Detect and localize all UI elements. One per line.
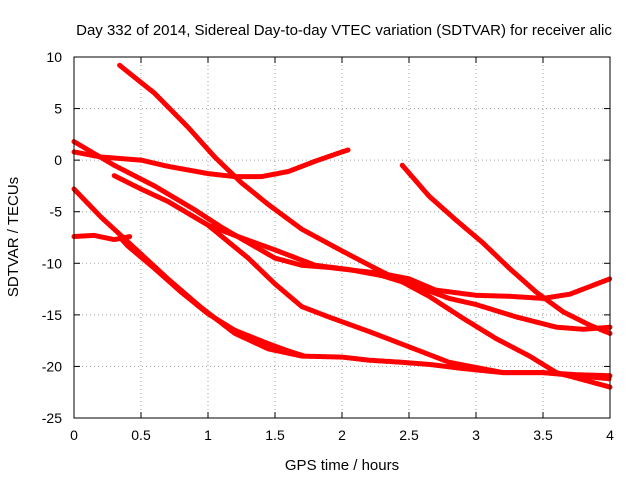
x-tick-label: 0.5 <box>131 427 151 443</box>
x-tick-label: 0 <box>70 427 78 443</box>
y-axis-title: SDTVAR / TECUs <box>5 177 22 297</box>
y-tick-label: -25 <box>42 410 62 426</box>
x-tick-label: 4 <box>606 427 614 443</box>
y-tick-label: 0 <box>54 152 62 168</box>
series-track-1 <box>117 62 613 390</box>
y-tick-label: 10 <box>46 49 62 65</box>
y-tick-label: -10 <box>42 255 62 271</box>
y-tick-label: 5 <box>54 101 62 117</box>
x-tick-label: 2 <box>338 427 346 443</box>
x-tick-label: 3.5 <box>533 427 553 443</box>
series-layer <box>71 62 613 390</box>
x-axis-title: GPS time / hours <box>285 457 399 474</box>
x-tick-label: 1 <box>204 427 212 443</box>
axis-ticks <box>73 56 611 419</box>
x-tick-labels: 0 0.5 1 1.5 2 2.5 3 3.5 4 <box>70 427 614 443</box>
x-tick-label: 1.5 <box>265 427 285 443</box>
grid <box>74 57 610 418</box>
x-tick-label: 2.5 <box>399 427 419 443</box>
x-tick-label: 3 <box>472 427 480 443</box>
series-track-7 <box>399 162 613 336</box>
y-tick-labels: -25 -20 -15 -10 -5 0 5 10 <box>42 49 62 426</box>
y-tick-label: -5 <box>50 204 63 220</box>
series-track-8 <box>205 222 613 332</box>
series-track-2 <box>71 147 352 180</box>
y-tick-label: -20 <box>42 358 62 374</box>
y-tick-label: -15 <box>42 307 62 323</box>
series-track-9 <box>118 236 307 359</box>
chart-title: Day 332 of 2014, Sidereal Day-to-day VTE… <box>76 22 612 39</box>
series-track-6 <box>111 173 613 382</box>
